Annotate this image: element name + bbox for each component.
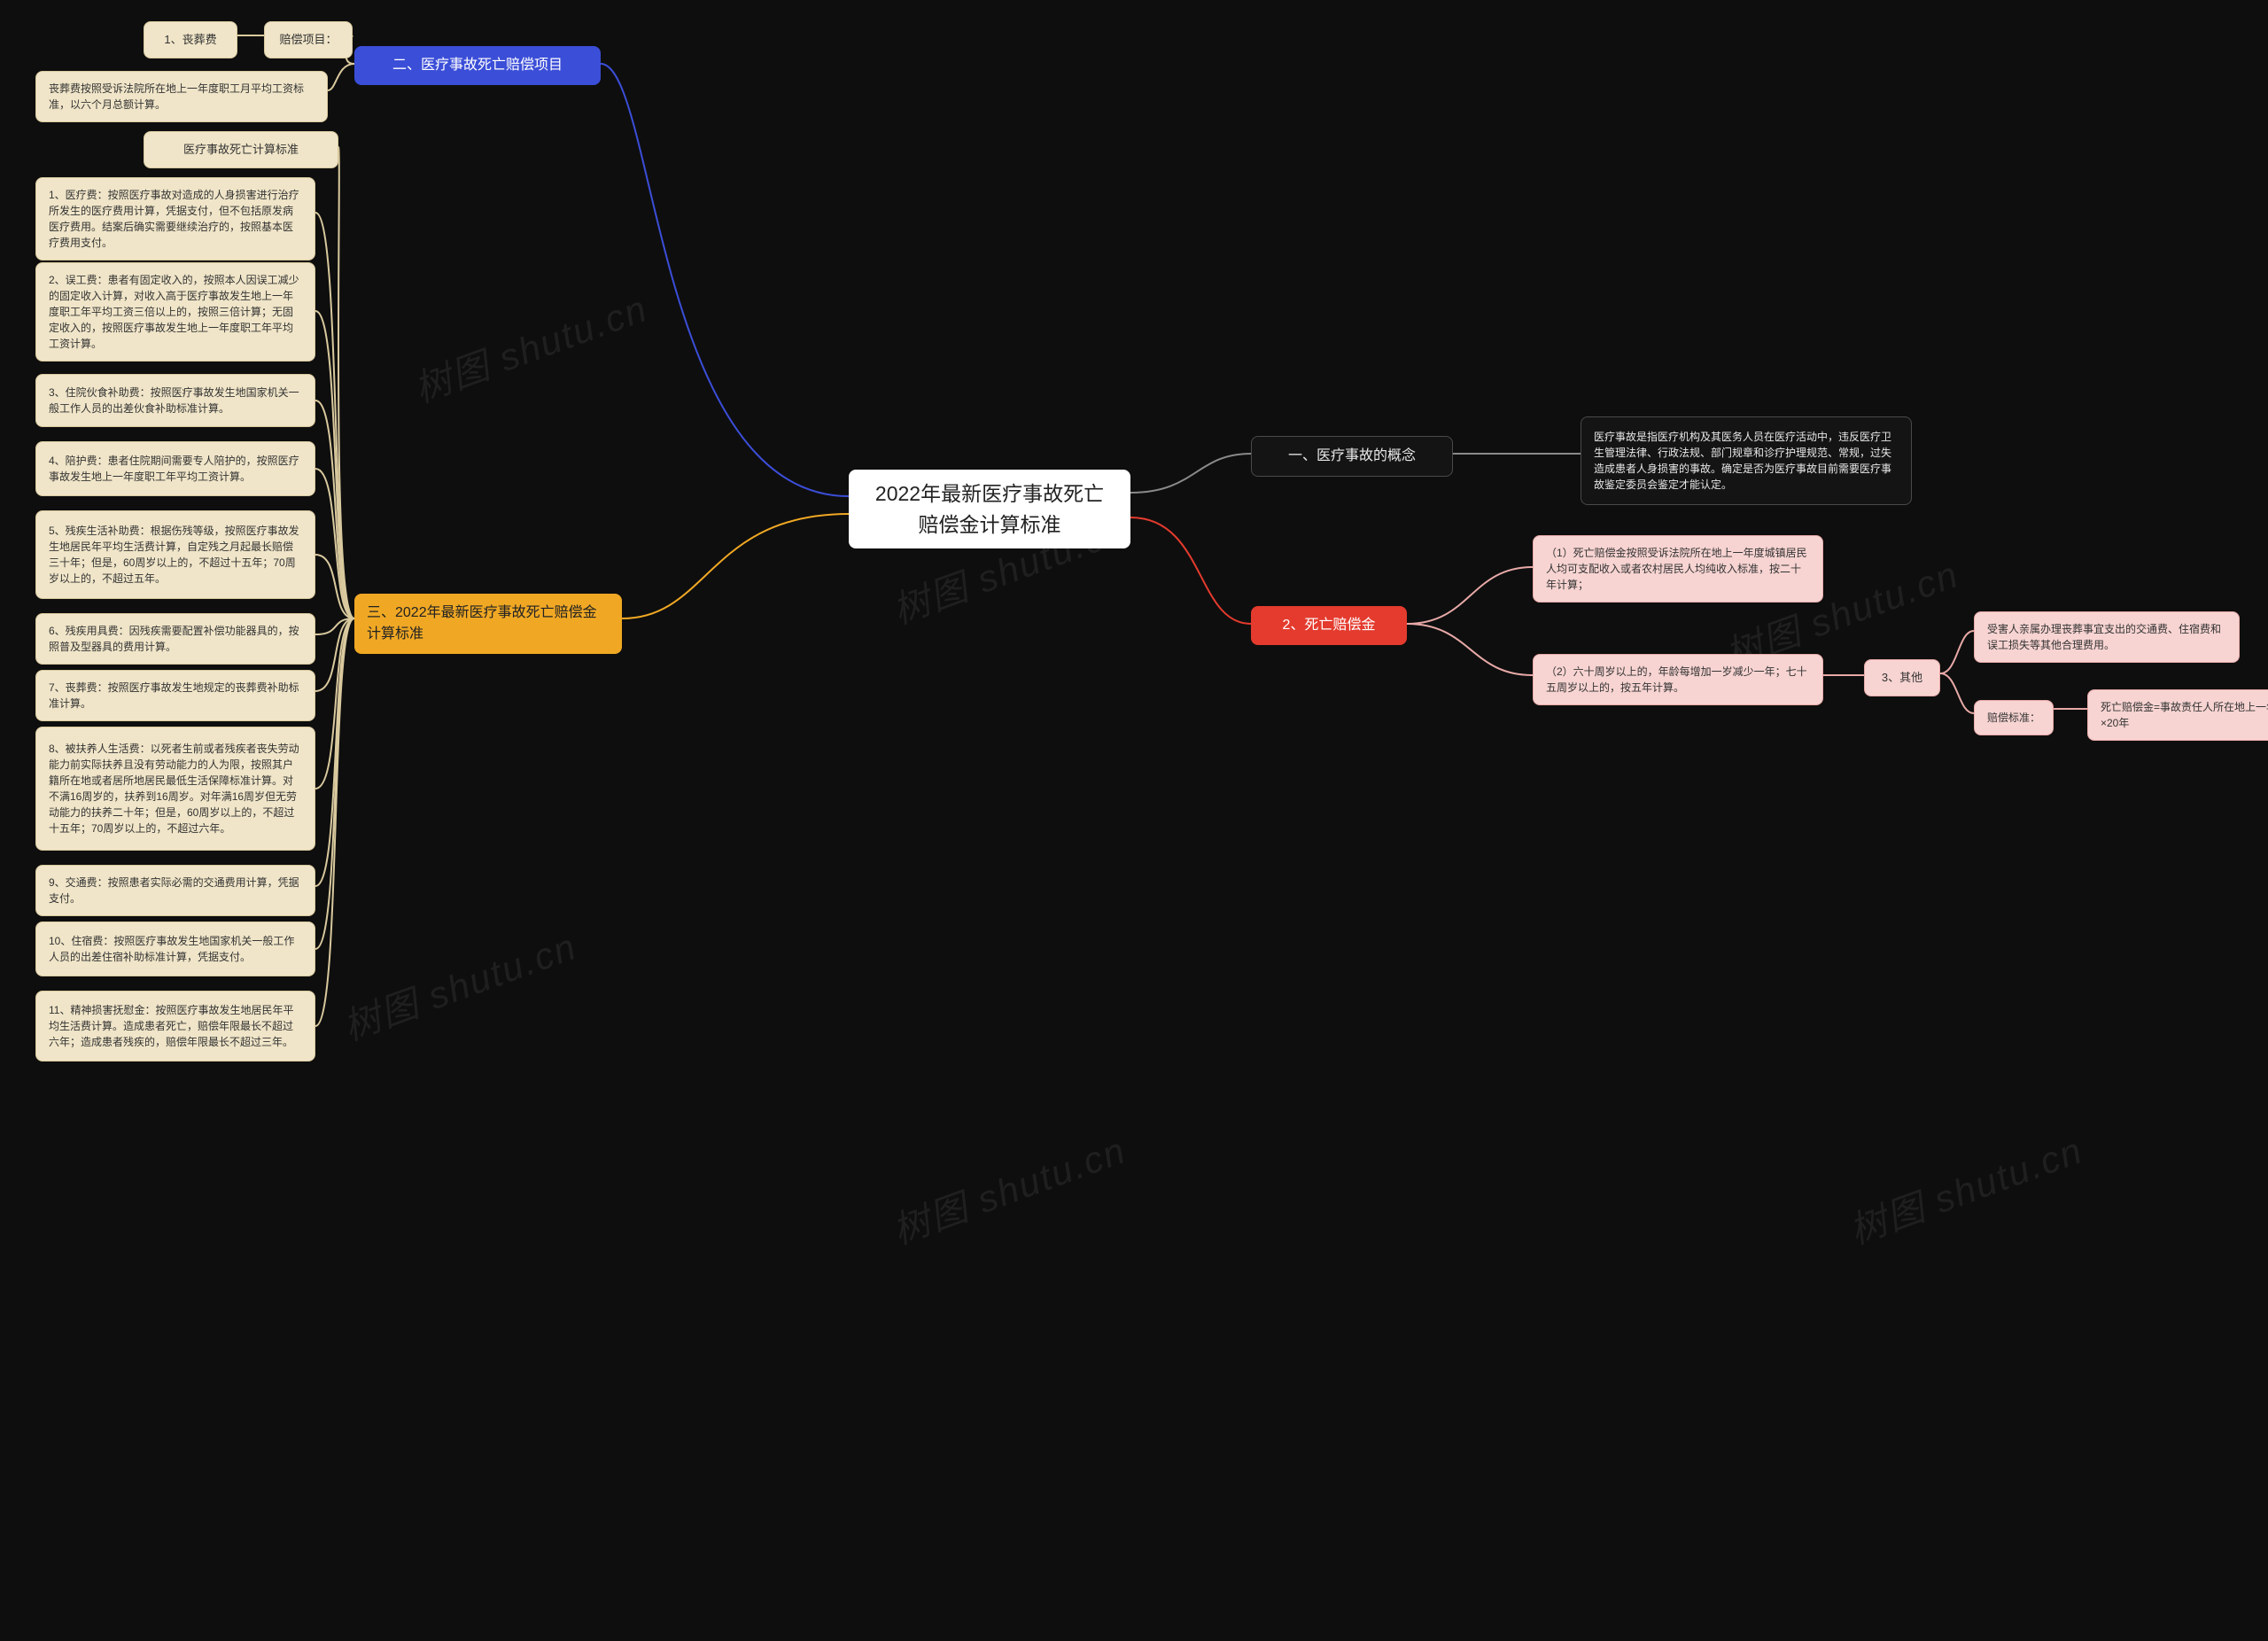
calc-item: 8、被扶养人生活费：以死者生前或者残疾者丧失劳动能力前实际扶养且没有劳动能力的人… [35,727,315,851]
section-2-heading[interactable]: 二、医疗事故死亡赔偿项目 [354,46,601,85]
death-compensation-heading[interactable]: 2、死亡赔偿金 [1251,606,1407,645]
other-heading[interactable]: 3、其他 [1864,659,1940,696]
standard-formula: 死亡赔偿金=事故责任人所在地上一年度人均收入×20年 [2087,689,2268,741]
calc-item: 10、住宿费：按照医疗事故发生地国家机关一般工作人员的出差住宿补助标准计算，凭据… [35,922,315,976]
calc-item: 4、陪护费：患者住院期间需要专人陪护的，按照医疗事故发生地上一年度职工年平均工资… [35,441,315,496]
calc-item: 7、丧葬费：按照医疗事故发生地规定的丧葬费补助标准计算。 [35,670,315,721]
watermark: 树图 shutu.cn [884,1121,1133,1256]
calc-item: 9、交通费：按照患者实际必需的交通费用计算，凭据支付。 [35,865,315,916]
calc-item: 5、残疾生活补助费：根据伤残等级，按照医疗事故发生地居民年平均生活费计算，自定残… [35,510,315,599]
connector-layer [0,0,2268,1641]
death-compensation-detail-1: （1）死亡赔偿金按照受诉法院所在地上一年度城镇居民人均可支配收入或者农村居民人均… [1533,535,1823,603]
concept-text: 医疗事故是指医疗机构及其医务人员在医疗活动中，违反医疗卫生管理法律、行政法规、部… [1581,416,1912,505]
calc-item: 3、住院伙食补助费：按照医疗事故发生地国家机关一般工作人员的出差伙食补助标准计算… [35,374,315,427]
watermark: 树图 shutu.cn [1841,1121,2090,1256]
standard-label: 赔偿标准： [1974,700,2054,735]
concept-heading[interactable]: 一、医疗事故的概念 [1251,436,1453,477]
other-detail-1: 受害人亲属办理丧葬事宜支出的交通费、住宿费和误工损失等其他合理费用。 [1974,611,2240,663]
funeral-fee-desc: 丧葬费按照受诉法院所在地上一年度职工月平均工资标准，以六个月总额计算。 [35,71,328,122]
compensation-project-label: 赔偿项目： [264,21,353,58]
calculation-standard-header[interactable]: 医疗事故死亡计算标准 [144,131,338,168]
calc-item: 2、误工费：患者有固定收入的，按照本人因误工减少的固定收入计算，对收入高于医疗事… [35,262,315,362]
section-3-heading[interactable]: 三、2022年最新医疗事故死亡赔偿金计算标准 [354,594,622,654]
root-node[interactable]: 2022年最新医疗事故死亡 赔偿金计算标准 [849,470,1130,548]
calc-item: 11、精神损害抚慰金：按照医疗事故发生地居民年平均生活费计算。造成患者死亡，赔偿… [35,991,315,1062]
calc-item: 1、医疗费：按照医疗事故对造成的人身损害进行治疗所发生的医疗费用计算，凭据支付，… [35,177,315,261]
watermark: 树图 shutu.cn [335,917,584,1052]
death-compensation-detail-2: （2）六十周岁以上的，年龄每增加一岁减少一年；七十五周岁以上的，按五年计算。 [1533,654,1823,705]
funeral-fee-item: 1、丧葬费 [144,21,237,58]
calc-item: 6、残疾用具费：因残疾需要配置补偿功能器具的，按照普及型器具的费用计算。 [35,613,315,665]
watermark: 树图 shutu.cn [406,279,655,414]
